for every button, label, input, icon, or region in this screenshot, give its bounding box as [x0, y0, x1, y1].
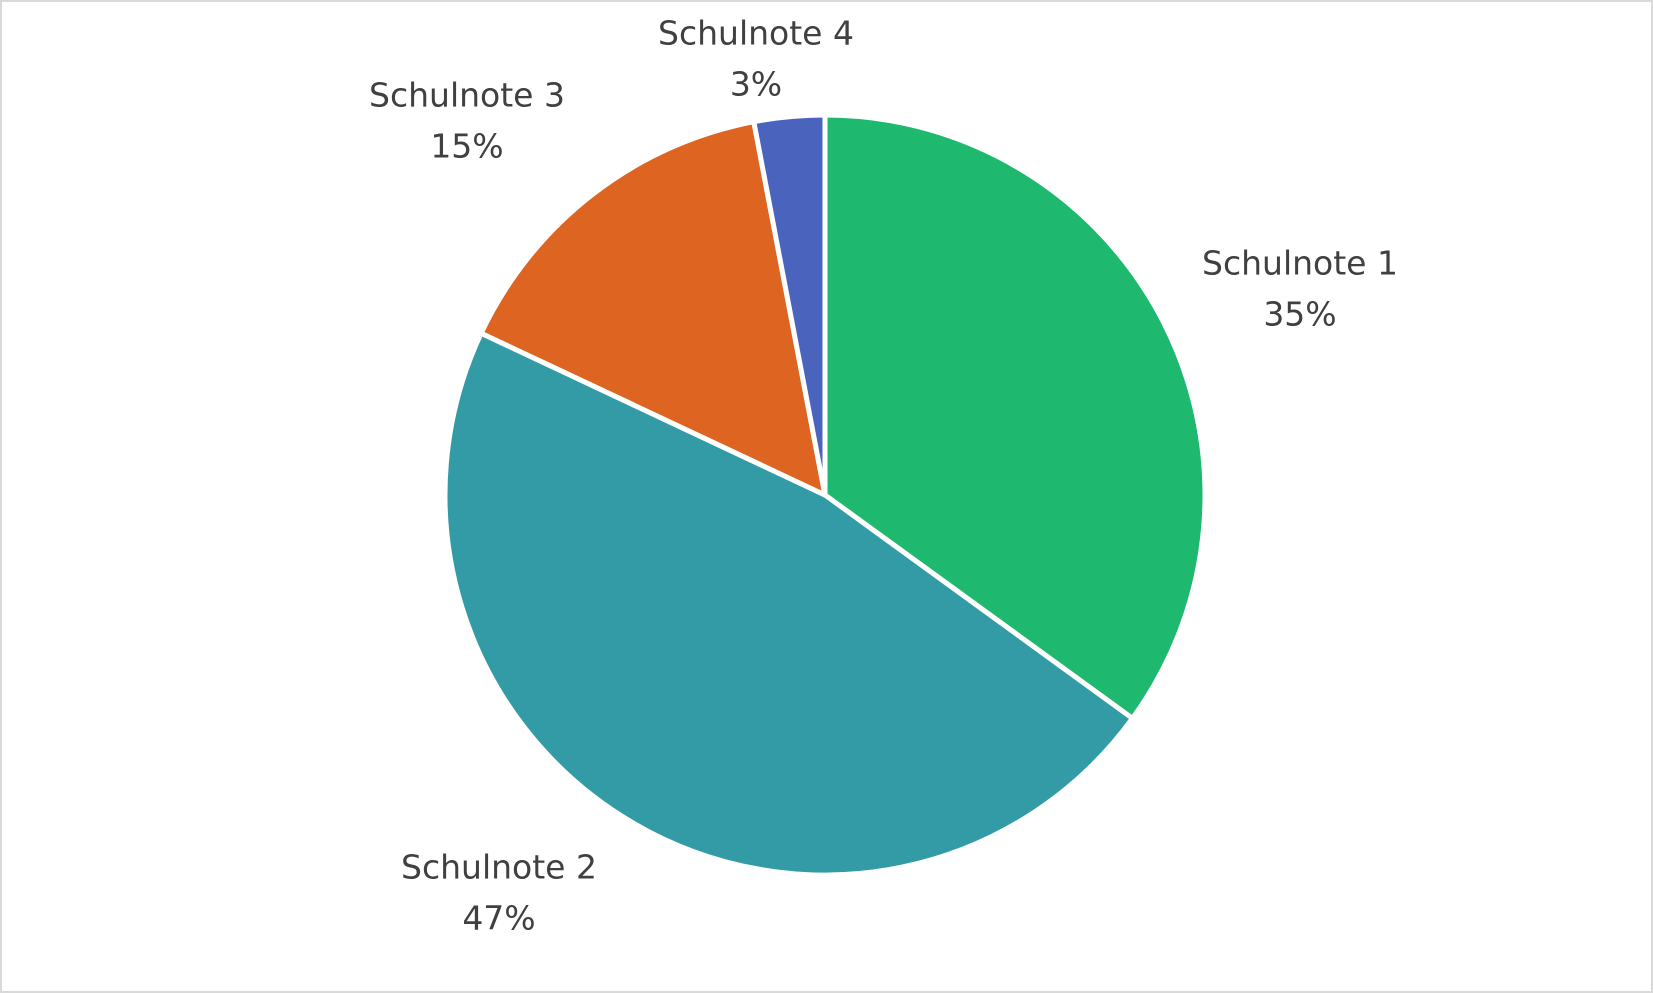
pie-slice	[442, 330, 1135, 878]
slice-category-label: Schulnote 2	[401, 848, 597, 887]
slice-category-label: Schulnote 1	[1202, 244, 1398, 283]
slice-category-label: Schulnote 3	[369, 76, 565, 115]
slice-value-label: 15%	[430, 127, 503, 166]
slice-value-label: 47%	[462, 899, 535, 938]
slice-value-label: 35%	[1263, 295, 1336, 334]
pie-slice	[751, 112, 828, 498]
slice-value-label: 3%	[730, 65, 782, 104]
pie-slice	[822, 112, 1208, 721]
pie-slice	[478, 119, 828, 498]
slice-category-label: Schulnote 4	[658, 14, 854, 53]
